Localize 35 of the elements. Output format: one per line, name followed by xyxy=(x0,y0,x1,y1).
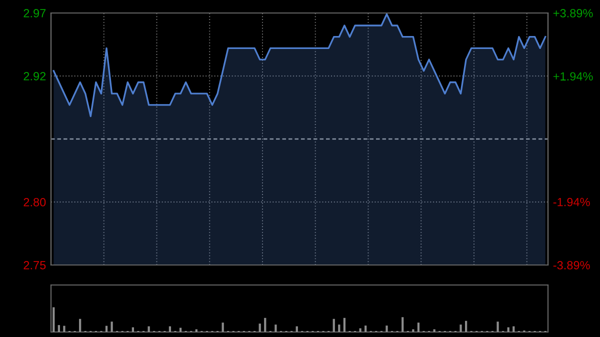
bar xyxy=(58,325,60,332)
bar xyxy=(386,326,388,332)
bar xyxy=(402,317,404,332)
bar xyxy=(110,322,113,332)
bar xyxy=(507,327,510,332)
bar xyxy=(264,318,266,332)
bar xyxy=(359,328,362,332)
bar xyxy=(105,326,108,332)
bar xyxy=(274,324,277,332)
bar xyxy=(258,324,261,332)
bar xyxy=(148,326,150,332)
bar xyxy=(496,322,499,332)
bar xyxy=(79,318,82,332)
y-tick-label: 2.92 xyxy=(24,72,46,80)
bar xyxy=(52,307,55,332)
bar xyxy=(63,326,66,332)
y-tick-label: 2.75 xyxy=(24,261,46,270)
bar xyxy=(222,322,224,332)
bar xyxy=(132,327,134,332)
bar xyxy=(464,320,468,332)
bar xyxy=(338,324,340,332)
y2-tick-label: +3.89% xyxy=(553,9,593,18)
bar xyxy=(417,322,420,332)
bar xyxy=(364,326,367,332)
bar xyxy=(343,318,346,332)
y2-tick-label: -3.89% xyxy=(553,261,590,270)
bar xyxy=(512,326,515,332)
y2-tick-label: +1.94% xyxy=(553,72,593,81)
y2-tick-label: -1.94% xyxy=(553,198,590,206)
y-tick-label: 2.97 xyxy=(24,9,46,18)
y-tick-label: 2.80 xyxy=(24,198,46,206)
bar xyxy=(460,324,462,332)
bar xyxy=(332,318,335,332)
bar xyxy=(296,326,298,332)
bar xyxy=(168,326,172,332)
